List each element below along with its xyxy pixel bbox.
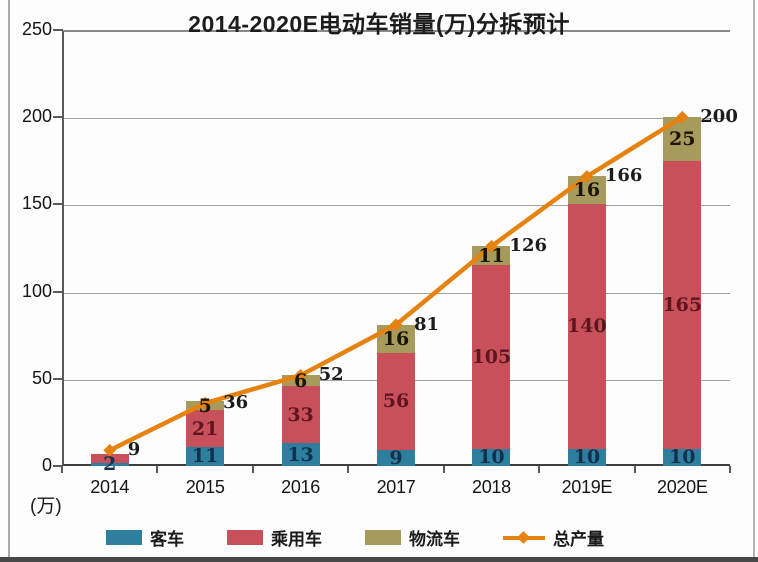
x-category-label: 2019E xyxy=(561,477,613,497)
bar-segment xyxy=(377,450,415,466)
frame-border-left xyxy=(8,0,10,562)
bar-segment xyxy=(90,462,129,466)
legend-label: 物流车 xyxy=(409,529,460,549)
x-tick-mark xyxy=(729,466,731,473)
x-category-label: 2015 xyxy=(185,477,225,497)
y-tick-mark xyxy=(53,203,63,206)
frame-border-right xyxy=(753,0,755,562)
segment-label: 10 xyxy=(573,446,601,469)
x-category-label: 2016 xyxy=(281,477,320,497)
total-value-label: 36 xyxy=(223,392,249,414)
x-tick-mark xyxy=(156,466,159,473)
chart-title: 2014-2020E电动车销量(万)分拆预计 xyxy=(188,11,570,37)
y-axis-unit-label: (万) xyxy=(30,496,62,517)
total-value-label: 9 xyxy=(127,439,141,461)
segment-label: 10 xyxy=(478,446,505,469)
gridline-150 xyxy=(64,205,730,207)
y-tick-mark xyxy=(53,377,63,380)
x-tick-mark xyxy=(442,466,445,473)
legend: 客车 乘用车 物流车 总产量 xyxy=(106,525,604,550)
legend-swatch xyxy=(227,529,263,545)
segment-label: 21 xyxy=(191,417,219,440)
segment-label: 11 xyxy=(191,445,219,468)
segment-label: 10 xyxy=(669,446,696,469)
segment-label: 105 xyxy=(471,346,512,368)
legend-label: 总产量 xyxy=(553,529,604,549)
x-category-label: 2014 xyxy=(90,477,130,497)
segment-label: 165 xyxy=(662,293,703,316)
legend-item-乘用车: 乘用车 xyxy=(227,525,322,550)
bar-segment xyxy=(567,448,606,466)
segment-label: 13 xyxy=(287,443,314,466)
gridline-200 xyxy=(64,118,730,120)
y-tick-label: 250 xyxy=(21,19,52,39)
legend-item-客车: 客车 xyxy=(106,525,184,550)
y-tick-label: 0 xyxy=(41,455,52,475)
x-tick-mark xyxy=(347,466,350,473)
segment-label: 9 xyxy=(389,447,403,470)
segment-label: 33 xyxy=(287,403,314,426)
gridline-100 xyxy=(64,292,730,294)
y-tick-label: 150 xyxy=(21,193,52,214)
x-category-label: 2020E xyxy=(657,477,708,497)
legend-item-物流车: 物流车 xyxy=(365,525,460,550)
legend-swatch xyxy=(365,529,401,545)
y-tick-label: 50 xyxy=(31,367,52,388)
segment-label: 140 xyxy=(567,315,607,338)
y-tick-mark xyxy=(53,116,63,119)
legend-label: 客车 xyxy=(150,529,184,549)
y-tick-mark xyxy=(53,29,63,31)
x-category-label: 2018 xyxy=(472,477,511,497)
total-value-label: 81 xyxy=(414,313,440,335)
y-tick-mark xyxy=(53,465,63,467)
segment-label: 56 xyxy=(382,390,410,413)
segment-label: 2 xyxy=(103,453,117,476)
legend-item-总产量: 总产量 xyxy=(503,525,604,550)
x-tick-mark xyxy=(251,466,254,473)
bar-segment xyxy=(90,453,129,463)
total-value-label: 200 xyxy=(700,106,738,128)
total-value-label: 166 xyxy=(604,165,643,187)
legend-swatch xyxy=(106,529,142,545)
segment-label: 25 xyxy=(669,128,696,150)
legend-label: 乘用车 xyxy=(271,529,322,549)
total-value-label: 52 xyxy=(318,364,344,386)
legend-line-sample xyxy=(503,530,545,545)
y-tick-mark xyxy=(53,290,63,293)
frame-border-bottom xyxy=(0,557,758,562)
total-value-label: 126 xyxy=(509,235,547,257)
legend-line-diamond-marker xyxy=(517,530,530,544)
x-tick-mark xyxy=(61,466,63,473)
x-tick-mark xyxy=(538,466,541,473)
bar-segment xyxy=(472,448,511,466)
y-tick-label: 100 xyxy=(21,280,52,301)
x-tick-mark xyxy=(633,466,636,473)
bar-segment xyxy=(663,448,702,466)
y-tick-label: 200 xyxy=(21,106,52,127)
x-category-label: 2017 xyxy=(376,477,416,497)
